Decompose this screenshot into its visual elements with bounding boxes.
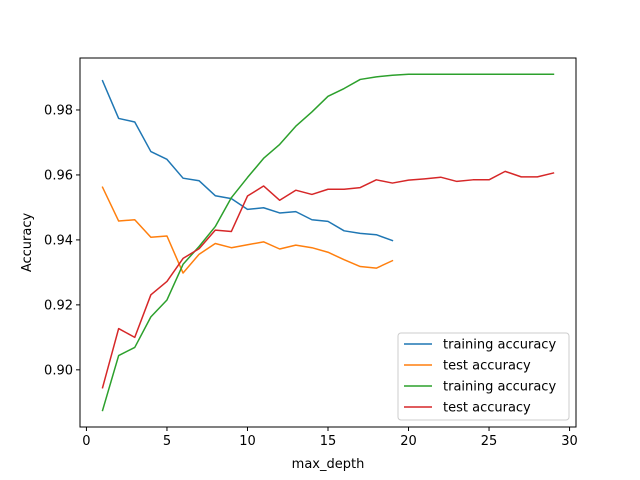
y-tick-label: 0.90 <box>44 363 73 378</box>
x-tick-label: 25 <box>481 434 498 449</box>
series-lines <box>101 73 555 412</box>
x-tick-label: 10 <box>239 434 256 449</box>
y-tick-label: 0.94 <box>44 233 73 248</box>
x-tick-label: 30 <box>561 434 578 449</box>
y-axis-title: Accuracy <box>20 213 35 273</box>
y-axis: 0.90 0.92 0.94 0.96 0.98 <box>44 103 80 378</box>
series-line-1 <box>101 79 394 242</box>
series-line-3 <box>101 73 555 412</box>
y-tick-label: 0.96 <box>44 168 73 183</box>
y-tick-label: 0.92 <box>44 298 73 313</box>
legend-label: test accuracy <box>443 359 531 374</box>
series-line-2 <box>101 186 394 274</box>
legend-label: training accuracy <box>443 338 556 353</box>
y-tick-label: 0.98 <box>44 103 73 118</box>
legend-label: training accuracy <box>443 380 556 395</box>
x-tick-label: 0 <box>82 434 90 449</box>
x-axis: 0 5 10 15 20 25 30 <box>82 427 578 449</box>
x-tick-label: 15 <box>320 434 337 449</box>
x-tick-label: 5 <box>163 434 171 449</box>
x-tick-label: 20 <box>400 434 417 449</box>
x-axis-title: max_depth <box>292 457 365 472</box>
legend-label: test accuracy <box>443 401 531 416</box>
legend-box <box>397 332 570 421</box>
legend: training accuracy test accuracy training a… <box>397 332 570 421</box>
series-line-4 <box>101 170 555 389</box>
